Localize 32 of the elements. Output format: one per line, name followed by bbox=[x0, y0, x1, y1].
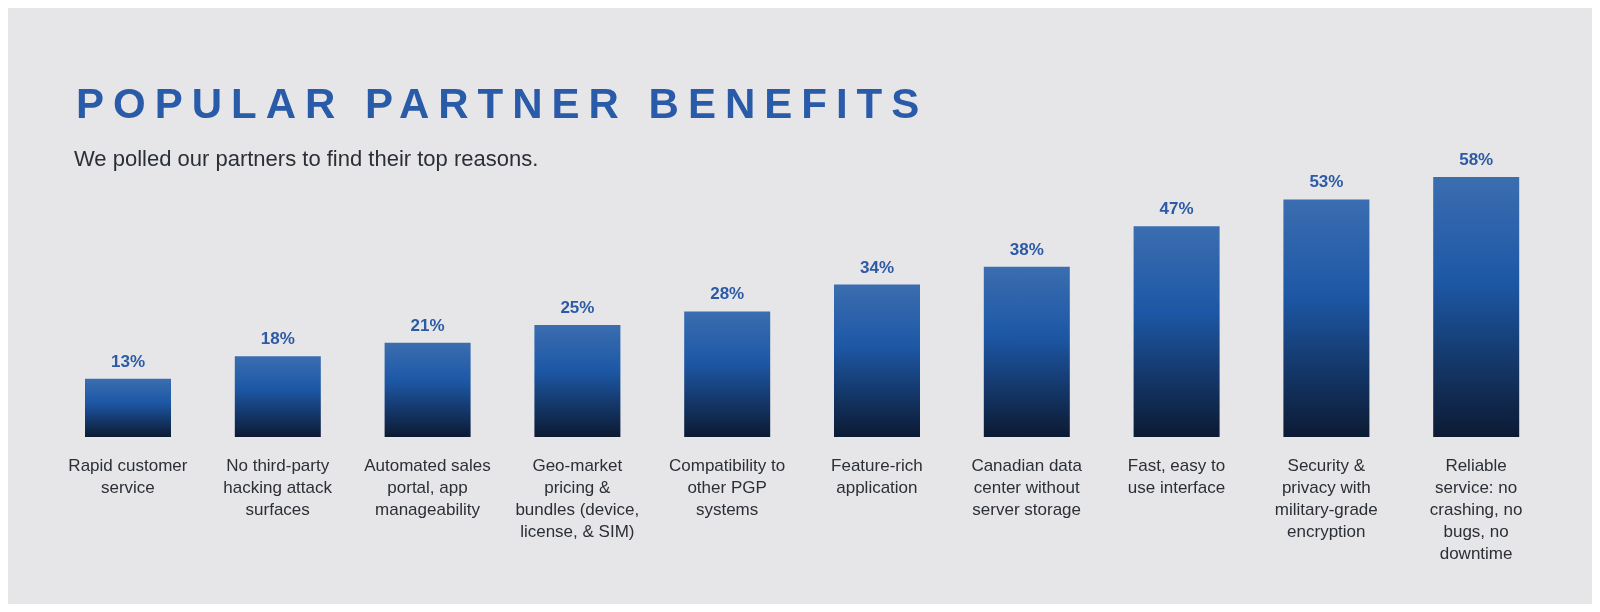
data-label: 38% bbox=[1009, 239, 1044, 259]
chart-subtitle: We polled our partners to find their top reasons. bbox=[74, 146, 539, 172]
x-tick-label: Compatibility to other PGP systems bbox=[668, 456, 786, 519]
x-tick-label: Automated sales portal, app manageability bbox=[364, 456, 491, 519]
bar bbox=[684, 311, 771, 437]
x-tick-label: Canadian data center without server storage bbox=[971, 456, 1083, 519]
bar bbox=[834, 284, 920, 437]
data-label: 21% bbox=[410, 315, 445, 335]
data-label: 53% bbox=[1309, 172, 1344, 192]
bar bbox=[983, 266, 1070, 437]
bar bbox=[1133, 226, 1220, 437]
x-tick-label: No third-party hacking attack surfaces bbox=[223, 456, 333, 519]
x-tick-label: Security & privacy with military-grade encryption bbox=[1274, 456, 1378, 541]
data-label: 25% bbox=[560, 297, 595, 317]
bar bbox=[85, 378, 171, 437]
x-tick-label: Reliable service: no crashing, no bugs, no downtime bbox=[1429, 456, 1523, 563]
bar bbox=[234, 356, 321, 437]
data-label: 13% bbox=[110, 351, 146, 371]
x-tick-label: Geo-market pricing & bundles (device, license, & SIM) bbox=[515, 456, 640, 541]
bar bbox=[534, 324, 621, 437]
bar bbox=[1433, 177, 1520, 437]
chart-title: POPULAR PARTNER BENEFITS bbox=[76, 80, 929, 128]
x-tick-label: Rapid customer service bbox=[68, 456, 188, 497]
x-tick-label: Fast, easy to use interface bbox=[1127, 456, 1226, 497]
x-tick-label: Feature-rich application bbox=[831, 456, 923, 497]
data-label: 18% bbox=[260, 329, 295, 349]
data-label: 47% bbox=[1159, 199, 1194, 219]
bar bbox=[1283, 199, 1370, 437]
bar bbox=[384, 342, 471, 437]
data-label: 58% bbox=[1459, 150, 1494, 169]
data-label: 34% bbox=[859, 257, 895, 277]
data-label: 28% bbox=[710, 284, 745, 304]
